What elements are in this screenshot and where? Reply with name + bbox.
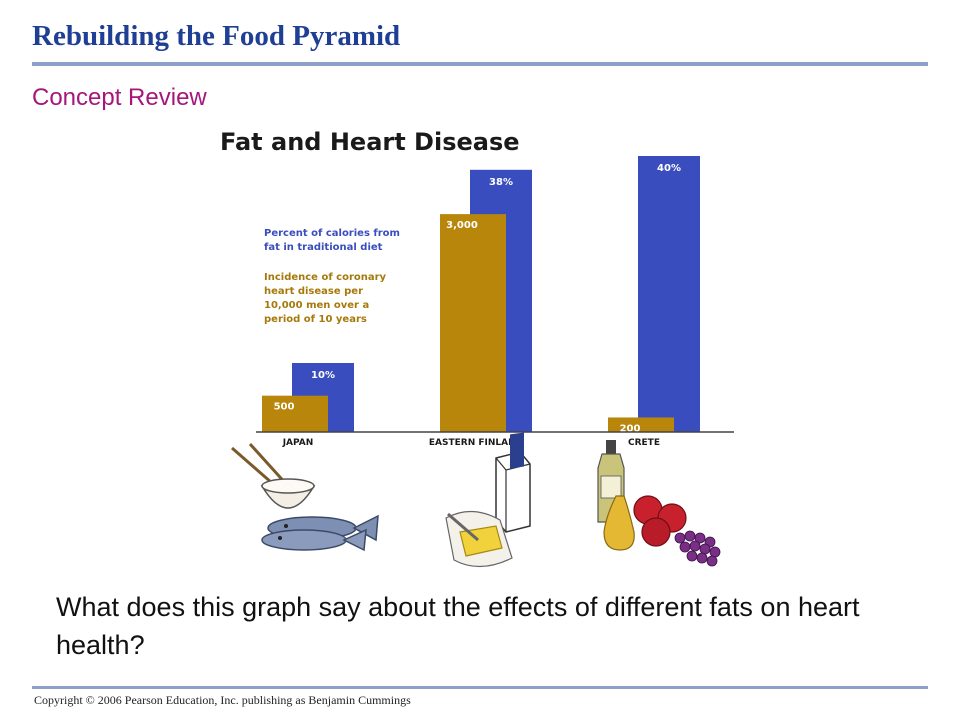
legend-heart-disease-incidence: Incidence of coronary heart disease per 10… <box>264 272 387 325</box>
rice-bowl-icon <box>231 442 316 509</box>
bar-heart-disease-incidence <box>440 214 506 432</box>
butter-icon <box>445 510 513 568</box>
fat-heart-disease-chart: Fat and Heart Disease Percent of calorie… <box>200 118 760 578</box>
chart-title: Fat and Heart Disease <box>220 128 520 156</box>
legend-fat-percent: Percent of calories from fat in tradition… <box>264 228 400 253</box>
chart-svg: Fat and Heart Disease Percent of calorie… <box>220 128 734 568</box>
bar-heart-disease-incidence <box>608 417 674 432</box>
bar-label-heart-disease-incidence: 200 <box>620 423 641 434</box>
slide-title: Rebuilding the Food Pyramid <box>32 20 401 52</box>
bar-label-heart-disease-incidence: 3,000 <box>446 220 478 231</box>
pear-icon <box>603 495 635 551</box>
x-tick-label: CRETE <box>628 438 660 448</box>
grapes-icon <box>674 530 721 567</box>
slide-subtitle: Concept Review <box>32 84 207 111</box>
x-axis-categories: JAPAN EASTERN FINLAND CRETE <box>282 438 660 448</box>
bar-heart-disease-incidence <box>262 395 328 432</box>
x-tick-label: EASTERN FINLAND <box>429 438 523 448</box>
discussion-question: What does this graph say about the effec… <box>56 592 860 660</box>
fish-icon <box>261 514 379 552</box>
finland-food-illustration <box>445 432 531 568</box>
apples-icon <box>633 495 687 547</box>
crete-food-illustration <box>597 440 721 567</box>
footer-divider <box>32 686 928 689</box>
bar-label-fat-percent: 10% <box>311 370 335 381</box>
copyright-notice: Copyright © 2006 Pearson Education, Inc.… <box>34 693 411 707</box>
bar-label-fat-percent: 40% <box>657 163 681 174</box>
bar-label-heart-disease-incidence: 500 <box>274 402 295 413</box>
chart-bars: 10% 500 38% 3,000 40% 200 <box>262 156 700 434</box>
bar-fat-percent <box>638 156 700 432</box>
title-divider <box>32 62 928 66</box>
chart-legend: Percent of calories from fat in tradition… <box>264 228 400 325</box>
milk-carton-icon <box>495 432 531 533</box>
x-tick-label: JAPAN <box>282 438 314 448</box>
bar-label-fat-percent: 38% <box>489 177 513 188</box>
japan-food-illustration <box>231 442 379 552</box>
